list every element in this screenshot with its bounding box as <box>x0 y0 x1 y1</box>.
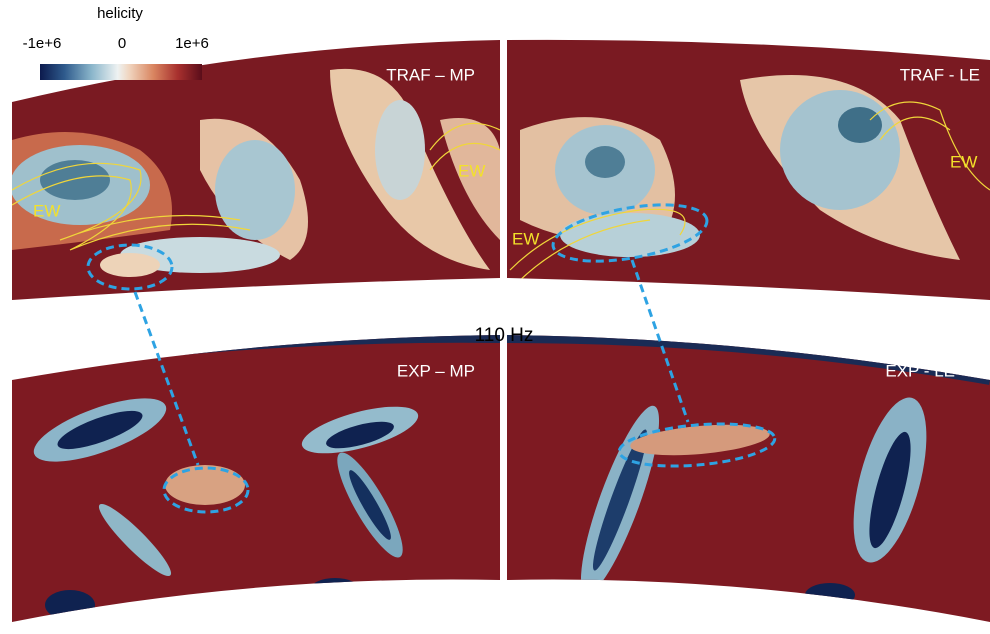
figure: helicity -1e+6 0 1e+6 TRAF – MP TRAF - L… <box>0 0 990 634</box>
panel-label: TRAF – MP <box>386 65 475 84</box>
colorbar-tick: 0 <box>118 35 126 52</box>
colorbar-tick: -1e+6 <box>23 35 62 52</box>
colorbar-title: helicity <box>97 5 143 22</box>
ew-label: EW <box>33 201 60 220</box>
ew-label: EW <box>950 152 977 171</box>
ew-label: EW <box>512 229 539 248</box>
ew-label: EW <box>458 161 485 180</box>
panel-label: EXP – MP <box>397 361 475 380</box>
colorbar-tick: 1e+6 <box>175 35 209 52</box>
frequency-label: 110 Hz <box>475 325 534 346</box>
panel-label: EXP - LE <box>885 361 955 380</box>
panel-label: TRAF - LE <box>900 65 980 84</box>
colorbar <box>40 64 202 80</box>
